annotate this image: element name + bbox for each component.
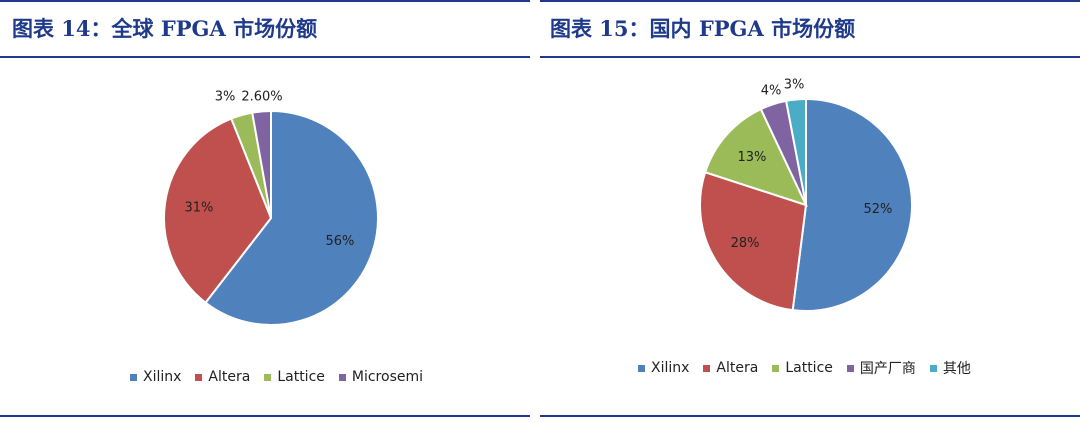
pie-slice-lattice xyxy=(703,107,808,207)
legend-label: 国产厂商 xyxy=(859,361,916,377)
data-label-altera: 28% xyxy=(731,236,760,251)
legend-item-microsemi: Microsemi xyxy=(338,369,424,385)
data-label-lattice: 13% xyxy=(737,150,766,165)
pie-slice-microsemi xyxy=(251,109,272,219)
global-pie-chart: 56% 31% 3% 2.60% xyxy=(163,90,379,326)
data-label-lattice: 3% xyxy=(215,90,236,105)
legend-item-lattice: Lattice xyxy=(264,369,325,385)
pie-slice-altera xyxy=(699,170,808,312)
pie-slice-xilinx xyxy=(204,109,379,326)
data-label-xilinx: 52% xyxy=(863,202,892,217)
title-rule xyxy=(0,56,530,58)
legend-label: Xilinx xyxy=(651,360,690,376)
domestic-fpga-share-panel: 图表 15：国内 FPGA 市场份额 52% 28% 13% 4% 3% Xilinx A… xyxy=(540,0,1080,423)
legend-label: 其他 xyxy=(942,361,971,377)
legend-label: Altera xyxy=(716,360,759,376)
bottom-rule xyxy=(0,415,530,417)
legend-item-altera: Altera xyxy=(195,369,250,385)
chart-legend: Xilinx Altera Lattice Microsemi xyxy=(130,369,423,385)
legend-label: Lattice xyxy=(277,369,325,385)
figure-title: 图表 14：全球 FPGA 市场份额 xyxy=(12,16,318,41)
pie-slice-item-4 xyxy=(784,97,807,206)
top-rule xyxy=(0,0,530,2)
legend-item-xilinx: Xilinx xyxy=(638,360,689,376)
legend-item-xilinx: Xilinx xyxy=(130,369,181,385)
legend-swatch xyxy=(338,373,346,381)
pie-slice-altera xyxy=(163,117,273,305)
legend-label: Xilinx xyxy=(143,369,182,385)
pie-slice-xilinx xyxy=(791,97,913,312)
top-rule xyxy=(540,0,1080,2)
legend-swatch xyxy=(195,373,203,381)
legend-item-item-3: 国产厂商 xyxy=(846,358,916,378)
legend-swatch xyxy=(264,373,272,381)
title-rule xyxy=(540,56,1080,58)
legend-item-item-4: 其他 xyxy=(929,358,971,378)
bottom-rule xyxy=(540,415,1080,417)
legend-swatch xyxy=(929,364,937,372)
legend-item-altera: Altera xyxy=(703,360,758,376)
data-label-item-3: 4% xyxy=(761,84,782,99)
data-label-altera: 31% xyxy=(184,200,213,215)
legend-swatch xyxy=(772,364,780,372)
legend-swatch xyxy=(638,364,645,372)
data-label-item-4: 3% xyxy=(784,78,805,93)
legend-swatch xyxy=(703,364,711,372)
legend-item-lattice: Lattice xyxy=(772,360,833,376)
chart-legend: Xilinx Altera Lattice 国产厂商 其他 xyxy=(638,358,971,378)
global-fpga-share-panel: 图表 14：全球 FPGA 市场份额 56% 31% 3% 2.60% Xilinx A… xyxy=(0,0,530,423)
data-label-microsemi: 2.60% xyxy=(241,90,282,105)
legend-swatch xyxy=(846,364,854,372)
legend-label: Microsemi xyxy=(351,369,424,385)
domestic-pie-chart: 52% 28% 13% 4% 3% xyxy=(699,78,913,312)
legend-label: Altera xyxy=(208,369,251,385)
legend-label: Lattice xyxy=(785,360,833,376)
data-label-xilinx: 56% xyxy=(325,234,354,249)
figure-title: 图表 15：国内 FPGA 市场份额 xyxy=(550,16,856,41)
legend-swatch xyxy=(130,373,137,381)
